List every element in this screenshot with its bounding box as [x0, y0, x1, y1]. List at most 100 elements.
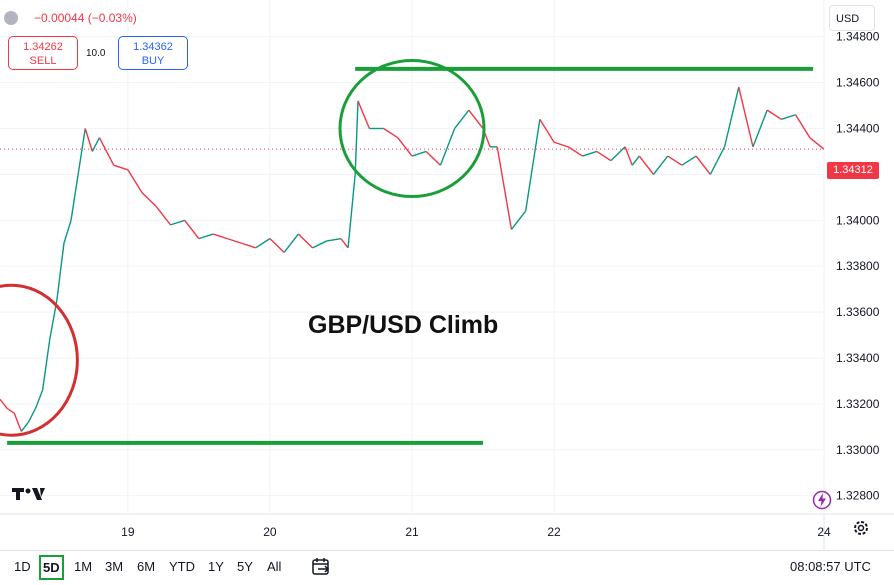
y-tick-label: 1.32800	[836, 489, 880, 503]
price-segment	[496, 146, 513, 230]
price-segment	[127, 169, 143, 194]
price-segment	[20, 421, 29, 432]
range-all[interactable]: All	[267, 559, 282, 574]
buy-button[interactable]: 1.34362 BUY	[118, 36, 188, 70]
price-segment	[809, 137, 825, 150]
price-segment	[13, 412, 22, 432]
price-segment	[49, 300, 58, 340]
price-segment	[6, 407, 15, 414]
price-segment	[227, 237, 242, 244]
price-segment	[681, 155, 697, 166]
range-3m[interactable]: 3M	[105, 559, 124, 574]
calendar-range-icon[interactable]	[310, 556, 332, 583]
price-segment	[98, 137, 115, 166]
y-tick-label: 1.34000	[836, 213, 880, 227]
y-tick-label: 1.34800	[836, 30, 880, 44]
range-ytd[interactable]: YTD	[169, 559, 195, 574]
sell-button[interactable]: 1.34262 SELL	[8, 36, 78, 70]
price-segment	[539, 118, 555, 143]
price-segment	[0, 398, 8, 409]
price-segment	[439, 128, 456, 166]
price-segment	[794, 114, 811, 139]
buy-label: BUY	[141, 55, 165, 67]
x-tick-label: 24	[817, 525, 831, 539]
last-price-tag: 1.34312	[827, 162, 879, 179]
price-segment	[631, 155, 640, 166]
price-segment	[567, 146, 583, 157]
range-1d[interactable]: 1D	[14, 559, 31, 574]
price-segment	[212, 233, 228, 240]
tradingview-logo-icon[interactable]	[12, 486, 46, 507]
lightning-icon[interactable]	[812, 490, 832, 515]
price-segment	[383, 127, 399, 139]
price-segment	[738, 87, 754, 148]
price-segment	[624, 146, 633, 166]
currency-selector[interactable]: USD	[829, 5, 875, 31]
price-segment	[70, 174, 79, 221]
price-segment	[269, 238, 285, 253]
price-segment	[610, 146, 626, 162]
range-5d[interactable]: 5D	[39, 555, 64, 580]
price-segment	[354, 100, 359, 175]
price-segment	[113, 164, 129, 171]
price-change: −0.00044 (−0.03%)	[34, 11, 137, 25]
y-tick-label: 1.33200	[836, 397, 880, 411]
price-segment	[34, 389, 44, 409]
price-segment	[524, 119, 541, 212]
x-tick-label: 20	[263, 525, 277, 539]
price-segment	[297, 233, 314, 249]
bottom-toolbar: 1D 5D 1M 3M 6M YTD 1Y 5Y All 08:08:57 UT…	[0, 550, 894, 585]
price-segment	[638, 155, 655, 175]
price-segment	[27, 408, 37, 423]
highlight-circles	[0, 59, 486, 437]
price-segment	[411, 150, 427, 157]
gear-icon[interactable]	[852, 519, 870, 542]
price-segment	[56, 243, 65, 301]
x-axis: 19 20 21 22 24	[121, 525, 831, 539]
symbol-status: −0.00044 (−0.03%)	[4, 8, 137, 28]
price-series	[0, 87, 825, 432]
sell-price: 1.34262	[23, 41, 63, 53]
x-tick-label: 22	[547, 525, 561, 539]
price-segment	[326, 237, 342, 242]
chart-grid	[0, 0, 894, 550]
range-5y[interactable]: 5Y	[237, 559, 253, 574]
price-segment	[312, 240, 328, 249]
price-segment	[198, 233, 214, 240]
price-segment	[63, 220, 72, 244]
y-tick-label: 1.33800	[836, 259, 880, 273]
y-tick-label: 1.33000	[836, 443, 880, 457]
x-tick-label: 19	[121, 525, 135, 539]
price-segment	[553, 141, 569, 148]
y-tick-label: 1.34600	[836, 76, 880, 90]
horizontal-levels	[7, 66, 813, 445]
x-tick-label: 21	[405, 525, 419, 539]
range-6m[interactable]: 6M	[137, 559, 156, 574]
price-segment	[468, 109, 484, 129]
price-segment	[184, 219, 200, 240]
price-segment	[357, 100, 371, 129]
price-segment	[397, 137, 413, 157]
price-segment	[652, 155, 669, 175]
sell-label: SELL	[29, 55, 57, 67]
price-segment	[255, 238, 271, 249]
buy-price: 1.34362	[133, 41, 173, 53]
price-segment	[347, 174, 356, 248]
price-segment	[510, 210, 527, 230]
utc-time: 08:08:57 UTC	[790, 559, 871, 574]
highlight-circle-green	[338, 59, 486, 198]
range-1y[interactable]: 1Y	[208, 559, 224, 574]
price-segment	[695, 155, 711, 175]
price-segment	[77, 128, 86, 175]
chart-annotation: GBP/USD Climb	[308, 311, 499, 339]
price-segment	[709, 146, 726, 175]
price-segment	[340, 238, 349, 249]
price-segment	[454, 109, 470, 129]
price-segment	[141, 192, 157, 208]
price-segment	[723, 87, 740, 148]
price-segment	[84, 128, 94, 152]
spread-value: 10.0	[86, 48, 106, 59]
range-1m[interactable]: 1M	[74, 559, 93, 574]
price-segment	[241, 242, 256, 249]
